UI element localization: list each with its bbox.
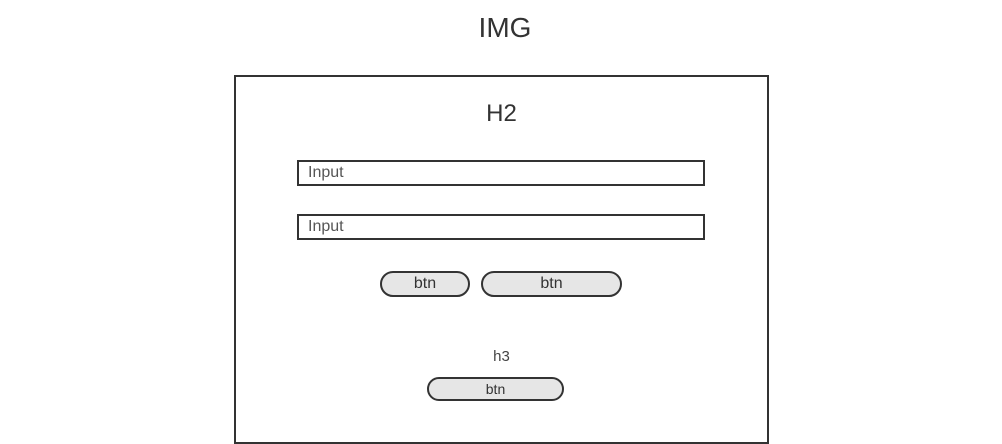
image-placeholder: IMG [478, 12, 532, 43]
first-action-button[interactable]: btn [380, 271, 470, 297]
secondary-action-button[interactable]: btn [427, 377, 564, 401]
section-subheading: h3 [493, 348, 510, 365]
second-input-field[interactable] [297, 214, 705, 240]
card-heading: H2 [486, 100, 517, 127]
second-action-button[interactable]: btn [481, 271, 622, 297]
first-input-field[interactable] [297, 160, 705, 186]
form-card: H2 btn btn h3 btn [234, 75, 769, 444]
